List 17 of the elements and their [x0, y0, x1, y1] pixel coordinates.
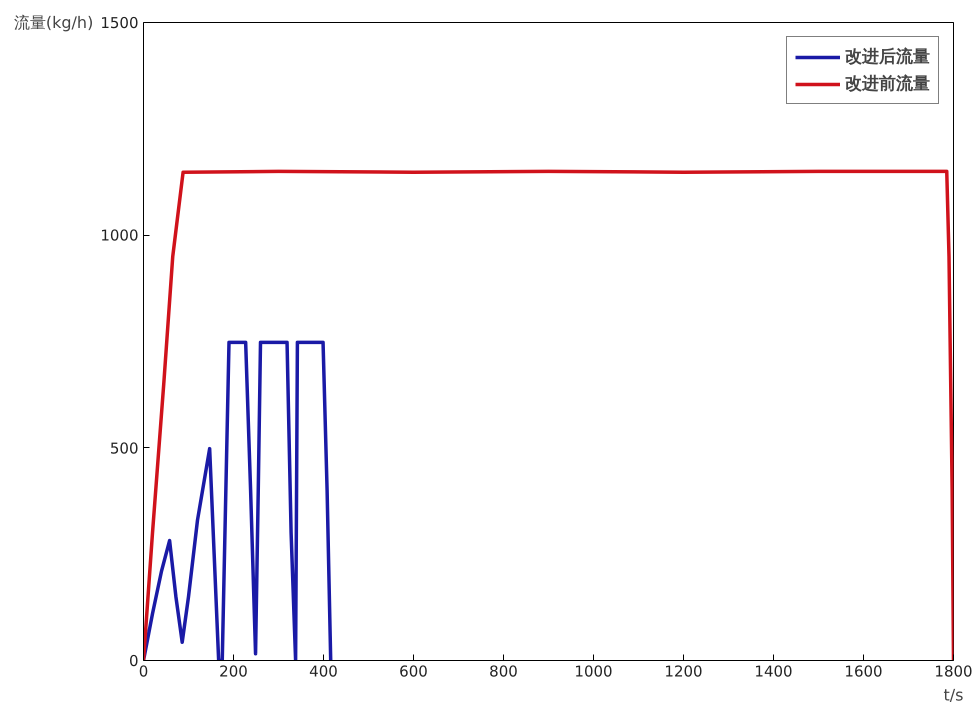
legend-label: 改进前流量	[845, 73, 930, 95]
x-tick-label: 1000	[574, 662, 613, 680]
legend-label: 改进后流量	[845, 46, 930, 68]
x-tick-label: 200	[219, 662, 248, 680]
y-tick-label: 500	[110, 439, 139, 458]
x-tick-label: 1800	[934, 662, 973, 680]
x-tick-label: 1200	[664, 662, 703, 680]
x-tick-label: 1400	[754, 662, 793, 680]
y-tick-label: 1500	[100, 14, 139, 32]
x-tick-label: 600	[399, 662, 428, 680]
y-axis-title: 流量(kg/h)	[14, 13, 94, 32]
x-tick-label: 800	[489, 662, 518, 680]
x-tick-label: 400	[309, 662, 338, 680]
x-tick-label: 1600	[844, 662, 883, 680]
y-tick-label: 1000	[100, 226, 139, 245]
line-series	[144, 340, 332, 660]
x-axis-title: t/s	[944, 686, 964, 704]
